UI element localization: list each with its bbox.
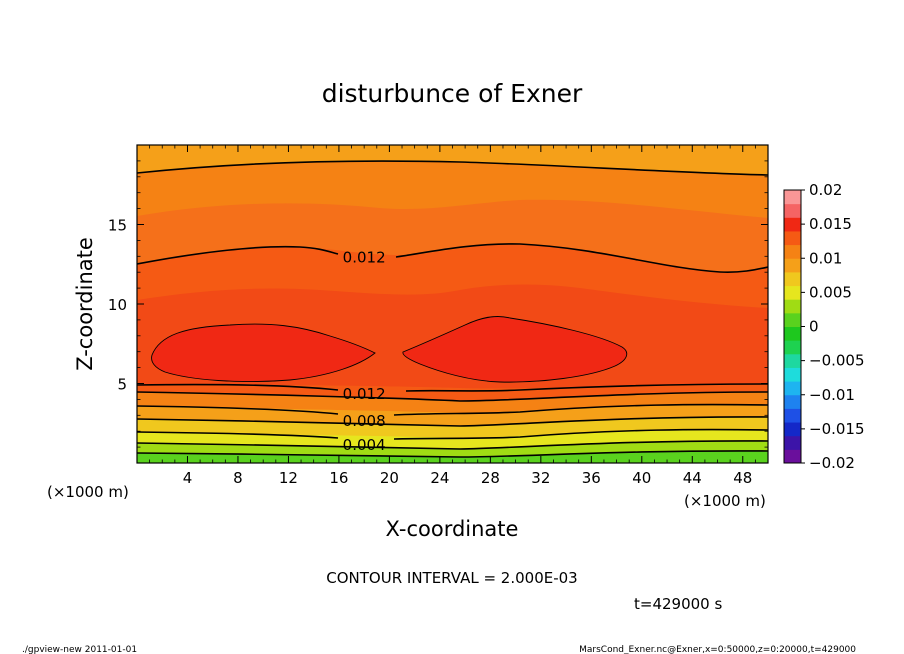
contour-label: 0.012 <box>343 385 386 403</box>
contour-0.012-lower-a <box>137 383 339 391</box>
y-tick-label: 10 <box>108 296 127 314</box>
colorbar-swatch <box>784 435 801 450</box>
y-axis-label: Z-coordinate <box>73 237 97 371</box>
footer-left: ./gpview-new 2011-01-01 <box>22 645 137 654</box>
colorbar-labels: 0.02 0.015 0.01 0.005 0 −0.005 −0.01 −0.015 −0.0… <box>809 181 865 472</box>
colorbar-swatch <box>784 258 801 273</box>
colorbar-label: 0.02 <box>809 181 842 199</box>
colorbar-label: 0.01 <box>809 249 842 267</box>
y-tick-label: 15 <box>108 217 127 235</box>
contour-0.004-b <box>393 428 768 440</box>
contour-0.008-b <box>393 403 768 416</box>
contour-0.012-upper-b <box>395 243 768 273</box>
plot-area: 0.012 0.012 0.008 0.004 <box>137 145 768 463</box>
x-tick-label: 32 <box>531 469 550 487</box>
contour-0.012-upper-a <box>137 245 339 265</box>
colorbar-swatch <box>784 244 801 259</box>
x-tick-label: 24 <box>430 469 449 487</box>
colorbar-swatch <box>784 230 801 246</box>
colorbar-label: −0.015 <box>809 420 865 438</box>
time-text: t=429000 s <box>634 595 722 613</box>
contour-0.012-lower-b <box>405 383 768 392</box>
colorbar-swatch <box>784 408 801 423</box>
footer-right: MarsCond_Exner.nc@Exner,x=0:50000,z=0:20… <box>579 645 856 654</box>
contour-label: 0.008 <box>343 412 386 430</box>
colorbar-swatch <box>784 285 801 300</box>
x-tick-label: 20 <box>380 469 399 487</box>
contour-0.010-lower <box>137 391 768 402</box>
contour-lines <box>137 160 768 458</box>
contour-0.008-a <box>137 405 339 415</box>
colorbar-label: 0.005 <box>809 283 852 301</box>
colorbar-swatch <box>784 326 801 341</box>
colorbar-swatch <box>784 449 801 464</box>
colorbar-label: −0.02 <box>809 454 855 472</box>
colorbar-swatch <box>784 203 801 218</box>
x-tick-label: 16 <box>329 469 348 487</box>
contour-0.002 <box>137 440 768 450</box>
contour-0.010-upper <box>137 160 768 176</box>
colorbar-swatch <box>784 340 801 355</box>
colorbar-swatch <box>784 381 801 396</box>
x-unit-right: (×1000 m) <box>684 492 766 510</box>
contour-label: 0.012 <box>343 248 386 266</box>
contour-labels: 0.012 0.012 0.008 0.004 <box>343 248 386 454</box>
contour-0.006 <box>137 416 768 427</box>
colorbar-swatch <box>784 190 801 205</box>
colorbar-label: −0.01 <box>809 386 855 404</box>
contour-0.014-right <box>402 315 628 383</box>
x-tick-label: 44 <box>683 469 702 487</box>
colorbar-swatch <box>784 299 801 314</box>
colorbar <box>783 189 805 464</box>
contour-0.014 <box>151 315 628 383</box>
contour-interval-text: CONTOUR INTERVAL = 2.000E-03 <box>326 569 577 587</box>
y-tick-label: 5 <box>117 376 127 394</box>
x-tick-label: 12 <box>279 469 298 487</box>
x-tick-label: 8 <box>233 469 243 487</box>
colorbar-swatch <box>784 367 801 382</box>
colorbar-swatch <box>784 353 801 368</box>
x-axis-ticks: 4 8 12 16 20 24 28 32 36 40 44 48 <box>149 145 756 487</box>
colorbar-label: 0 <box>809 318 819 336</box>
chart-title: disturbunce of Exner <box>322 79 583 108</box>
x-tick-label: 40 <box>632 469 651 487</box>
x-tick-label: 28 <box>481 469 500 487</box>
colorbar-swatch <box>784 312 801 327</box>
colorbar-swatch <box>784 271 801 287</box>
colorbar-label: 0.015 <box>809 215 852 233</box>
x-unit-left: (×1000 m) <box>47 483 129 501</box>
x-axis-label: X-coordinate <box>386 517 519 541</box>
x-tick-label: 4 <box>183 469 193 487</box>
colorbar-swatch <box>784 217 801 232</box>
y-axis-ticks: 5 10 15 <box>108 160 768 448</box>
field-max-right <box>402 316 627 383</box>
contour-0.004-a <box>137 431 339 439</box>
contour-label: 0.004 <box>343 436 386 454</box>
colorbar-label: −0.005 <box>809 352 865 370</box>
contour-0.000 <box>137 450 768 458</box>
contour-0.014-left <box>151 323 376 383</box>
x-tick-label: 48 <box>733 469 752 487</box>
x-tick-label: 36 <box>582 469 601 487</box>
field-max-left <box>151 324 375 382</box>
colorbar-swatch <box>784 394 801 409</box>
colorbar-swatch <box>784 422 801 437</box>
